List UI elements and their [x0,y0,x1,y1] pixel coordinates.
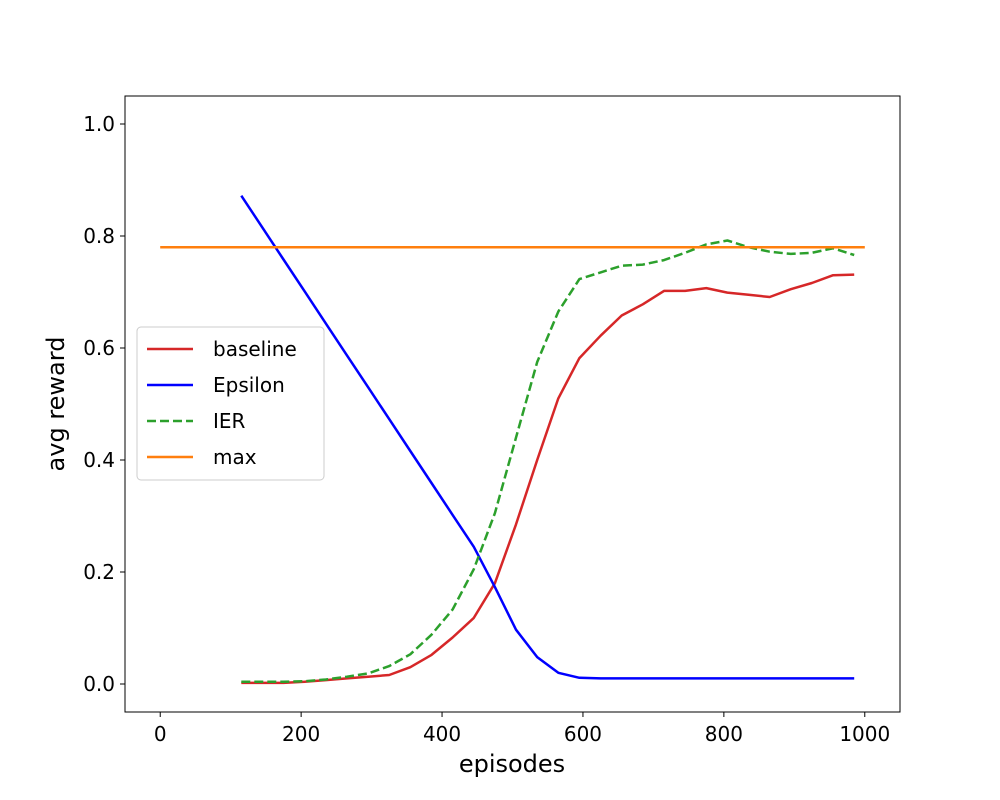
series-layer [160,195,865,685]
series-line-baseline [241,273,855,685]
legend-label-max: max [213,445,257,469]
y-tick-label: 0.0 [83,672,115,696]
y-tick-label: 0.6 [83,336,115,360]
x-tick-label: 800 [705,722,743,746]
legend-box [136,326,325,481]
x-tick-label: 400 [423,722,461,746]
legend-label-baseline: baseline [213,337,297,361]
y-tick-label: 0.4 [83,448,115,472]
legend: baseline Epsilon IER max [136,326,325,481]
x-tick-label: 200 [282,722,320,746]
x-tick-label: 0 [154,722,167,746]
y-tick-label: 1.0 [83,112,115,136]
x-tick-label: 600 [564,722,602,746]
y-axis: 0.0 0.2 0.4 0.6 0.8 1.0 [83,112,125,696]
y-axis-label: avg reward [42,337,70,472]
x-tick-label: 1000 [839,722,890,746]
legend-label-epsilon: Epsilon [213,373,285,397]
y-tick-label: 0.8 [83,224,115,248]
y-tick-label: 0.2 [83,560,115,584]
plot-frame [124,95,901,713]
legend-label-ier: IER [213,409,246,433]
x-axis-label: episodes [459,750,565,778]
x-axis: 0 200 400 600 800 1000 [154,712,890,746]
series-line-epsilon [240,195,855,680]
